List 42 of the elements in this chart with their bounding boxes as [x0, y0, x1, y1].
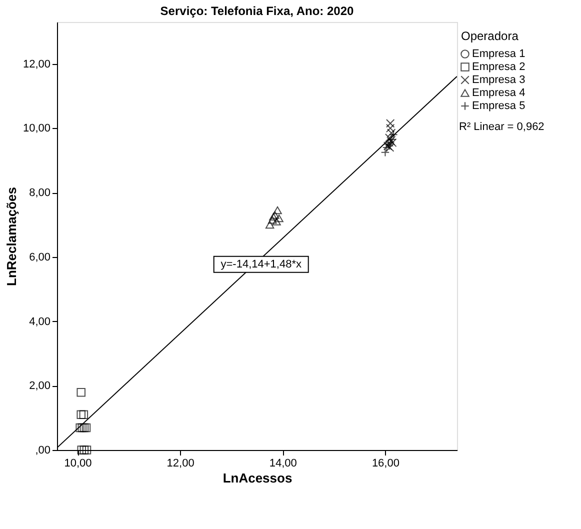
point	[80, 446, 89, 454]
y-tick-label: 10,00	[22, 122, 50, 135]
point	[386, 124, 395, 133]
x-tick-label: 12,00	[166, 458, 194, 470]
point	[76, 423, 84, 432]
legend-label: Empresa 4	[472, 87, 526, 99]
legend-title: Operadora	[461, 29, 519, 43]
point	[273, 206, 282, 214]
point	[386, 118, 395, 128]
point	[76, 410, 86, 419]
legend-label: Empresa 1	[472, 48, 526, 60]
x-tick-label: 10,00	[64, 458, 92, 470]
y-tick-label: 2,00	[29, 380, 50, 392]
point	[78, 423, 86, 432]
text: R² Linear = 0,962	[459, 121, 544, 133]
x-tick-label: 16,00	[372, 458, 400, 470]
y-tick-label: 12,00	[22, 58, 50, 70]
point	[270, 211, 280, 219]
point	[80, 423, 89, 432]
y-tick-label: 4,00	[29, 316, 50, 328]
y-tick-label: 8,00	[29, 187, 50, 200]
point	[82, 446, 92, 454]
legend-label: Empresa 3	[472, 74, 526, 86]
x-tick-label: 14,00	[269, 458, 297, 470]
legend-label: Empresa 5	[472, 100, 526, 112]
chart-title: Serviço: Telefonia Fixa, Ano: 2020	[160, 4, 354, 18]
y-tick-label: ,00	[35, 444, 50, 456]
legend-label: Empresa 2	[472, 61, 526, 73]
x-axis-title: LnAcessos	[222, 470, 292, 486]
point	[274, 214, 284, 222]
point	[384, 133, 394, 142]
y-axis-title: LnReclamações	[4, 187, 19, 286]
point	[269, 212, 278, 221]
point	[77, 446, 86, 454]
y-tick-label: 6,00	[29, 251, 50, 264]
point	[82, 423, 91, 432]
point	[268, 216, 277, 224]
point	[79, 410, 88, 419]
point	[265, 220, 274, 229]
annotation: y=-14,14+1,48*x	[220, 258, 302, 270]
point	[272, 218, 281, 226]
point	[76, 388, 86, 397]
